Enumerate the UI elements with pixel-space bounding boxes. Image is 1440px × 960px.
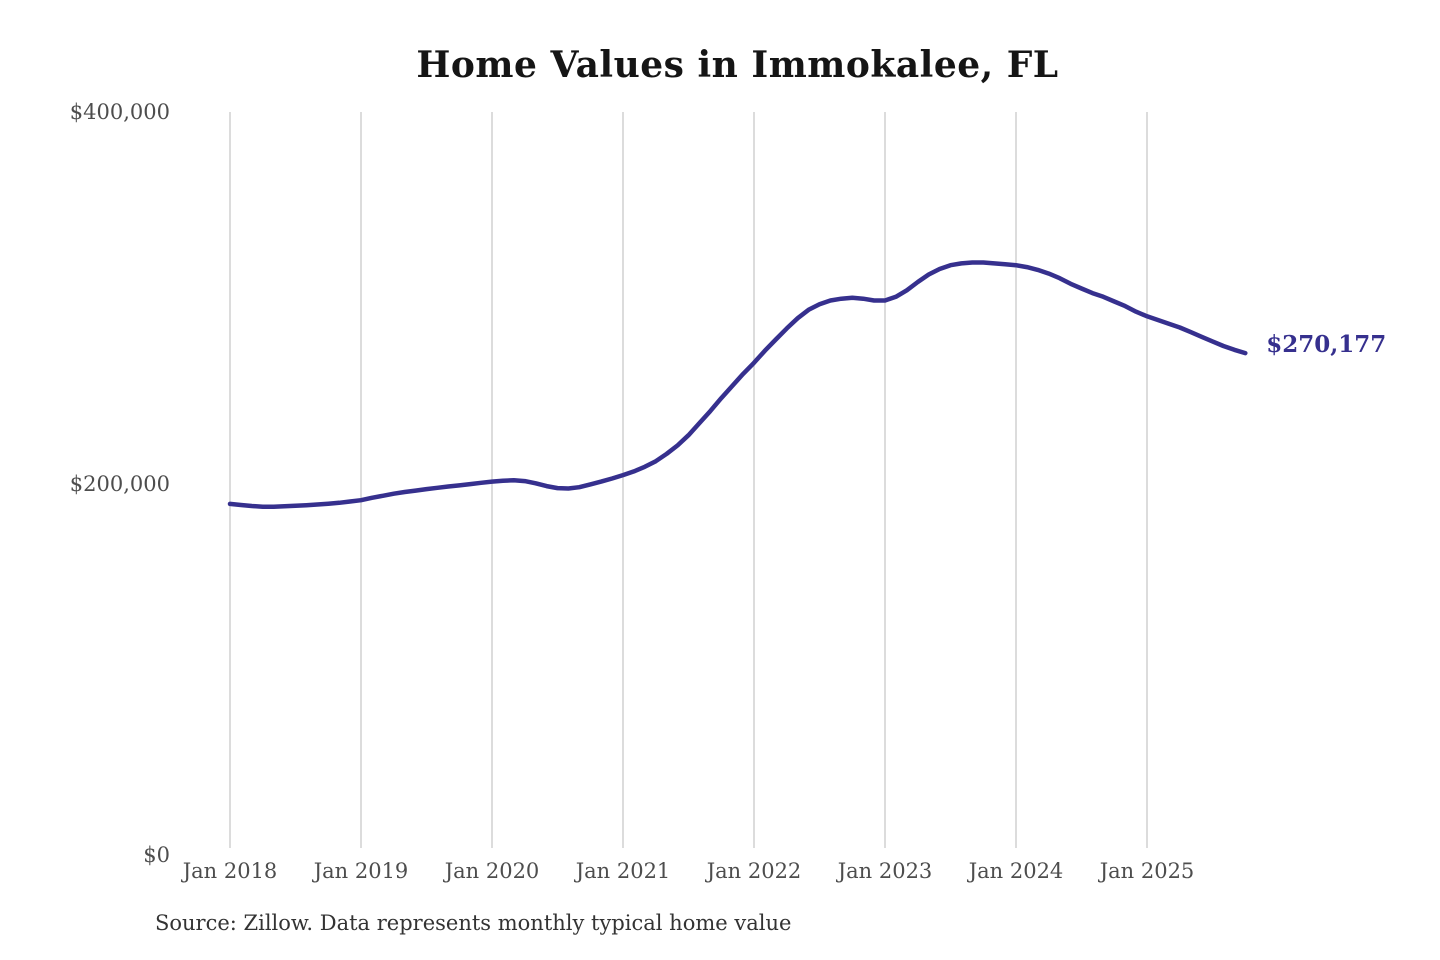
x-tick-label: Jan 2018 [182, 859, 278, 883]
x-tick-label: Jan 2020 [444, 859, 540, 883]
x-tick-label: Jan 2019 [313, 859, 409, 883]
chart-title: Home Values in Immokalee, FL [416, 44, 1059, 86]
home-value-line-series [227, 260, 1248, 509]
y-tick-label: $0 [143, 843, 170, 867]
x-tick-label: Jan 2025 [1099, 859, 1195, 883]
y-tick-label: $400,000 [69, 100, 170, 124]
source-note: Source: Zillow. Data represents monthly … [155, 911, 792, 935]
y-tick-label: $200,000 [69, 471, 170, 496]
x-tick-label: Jan 2023 [837, 859, 933, 883]
latest-value-annotation: $270,177 [1266, 331, 1387, 359]
x-tick-label: Jan 2021 [575, 859, 671, 883]
x-tick-label: Jan 2022 [706, 859, 802, 883]
vertical-gridlines [229, 112, 1148, 848]
x-tick-label: Jan 2024 [968, 859, 1064, 883]
